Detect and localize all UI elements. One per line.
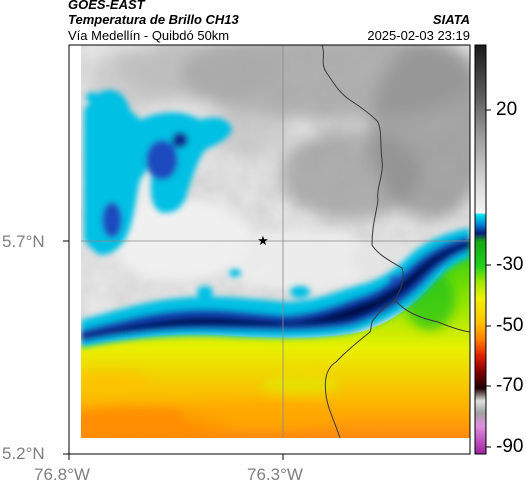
lon-tick-label: 76.8°W — [34, 465, 90, 484]
colorbar-tick-label: 20 — [496, 99, 518, 120]
colorbar-tick-label: -50 — [496, 315, 524, 336]
lat-tick-label: 5.7°N — [2, 232, 45, 251]
organization-label: SIATA — [432, 12, 470, 27]
satellite-title: GOES-EAST — [68, 0, 145, 12]
boundary-line — [321, 45, 404, 438]
colorbar-tick-label: -70 — [496, 375, 524, 396]
lat-tick-label: 5.2°N — [2, 444, 45, 463]
cold-cloud-band-warm-side — [81, 238, 470, 438]
colorbar-tick-label: -90 — [496, 436, 524, 457]
datetime-label: 2025-02-03 23:19 — [367, 28, 470, 43]
route-subtitle: Vía Medellín - Quibdó 50km — [68, 28, 230, 43]
boundary-line-east — [394, 299, 470, 333]
lon-tick-label: 76.3°W — [247, 465, 303, 484]
colorbar-tick-label: -30 — [496, 254, 524, 275]
product-title: Temperatura de Brillo CH13 — [68, 12, 239, 27]
star-icon: ★ — [257, 234, 269, 249]
